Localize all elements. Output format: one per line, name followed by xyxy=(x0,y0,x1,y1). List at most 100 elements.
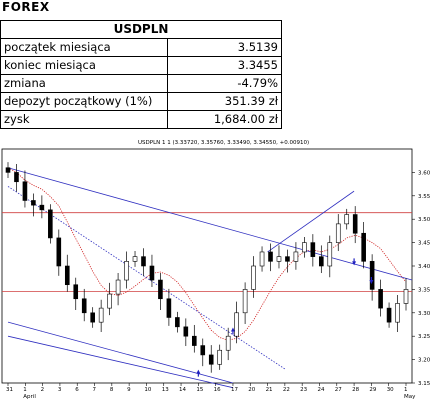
candle-body xyxy=(217,349,223,365)
candles xyxy=(5,162,409,373)
x-tick-label: 3 xyxy=(58,387,62,393)
candle-body xyxy=(90,312,95,323)
plot-frame xyxy=(1,148,413,384)
y-tick-label: 3.30 xyxy=(418,311,431,317)
summary-row: zmiana -4.79% xyxy=(0,74,282,93)
candle-body xyxy=(395,303,400,323)
x-tick-label: 23 xyxy=(300,387,307,393)
candle-body xyxy=(124,261,129,281)
candle-body xyxy=(302,242,307,253)
moving-average xyxy=(7,167,407,341)
candle-body xyxy=(158,279,163,300)
candle-body xyxy=(107,293,112,309)
x-tick-label: 15 xyxy=(196,387,203,393)
x-tick-label: 1 xyxy=(23,387,27,393)
summary-row: początek miesiąca 3.5139 xyxy=(0,38,282,57)
candle-body xyxy=(310,242,316,257)
level-lines xyxy=(2,212,412,292)
summary-value: 3.3455 xyxy=(167,56,282,75)
candle-body xyxy=(327,242,333,267)
trend-line xyxy=(7,167,413,281)
candle-body xyxy=(31,200,36,206)
signal-arrows xyxy=(196,258,374,377)
price-chart: USDPLN 1 1 (3.33720, 3.35760, 3.33490, 3… xyxy=(1,140,431,400)
y-tick-label: 3.60 xyxy=(418,170,431,176)
summary-row: koniec miesiąca 3.3455 xyxy=(0,56,282,75)
month-label: April xyxy=(23,394,36,400)
summary-value: 351.39 zł xyxy=(167,92,282,111)
x-tick-label: 1 xyxy=(404,387,408,393)
x-tick-label: 31 xyxy=(6,387,13,393)
y-tick-label: 3.45 xyxy=(418,241,431,247)
summary-header-row: USDPLN xyxy=(0,20,282,39)
x-tick-label: 22 xyxy=(283,387,290,393)
arrow-up-icon xyxy=(230,327,235,335)
candle-body xyxy=(208,354,214,365)
candle-body xyxy=(22,181,28,201)
x-tick-label: 10 xyxy=(144,387,151,393)
candle-body xyxy=(344,214,350,225)
candle-body xyxy=(141,256,146,267)
x-tick-label: 28 xyxy=(352,387,359,393)
x-tick-label: 24 xyxy=(317,387,324,393)
trend-line xyxy=(267,190,355,253)
x-tick-label: 27 xyxy=(335,387,342,393)
candle-body xyxy=(251,265,256,290)
candle-body xyxy=(200,345,206,356)
candle-body xyxy=(335,223,341,243)
candle-body xyxy=(319,256,324,267)
x-tick-label: 17 xyxy=(231,387,238,393)
moving-average-line xyxy=(7,167,407,341)
arrow-down-icon xyxy=(352,258,357,266)
candle-body xyxy=(56,237,62,267)
candle-body xyxy=(98,307,104,323)
candle-body xyxy=(183,326,189,337)
candle-body xyxy=(285,256,290,262)
y-tick-label: 3.55 xyxy=(418,194,431,200)
summary-value: -4.79% xyxy=(167,74,282,93)
candle-body xyxy=(386,307,392,323)
summary-header: USDPLN xyxy=(0,20,282,39)
x-tick-label: 14 xyxy=(179,387,186,393)
candle-body xyxy=(166,298,172,318)
candle-body xyxy=(225,335,231,351)
y-axis: 3.60 3.55 3.50 3.45 3.40 3.35 3.30 3.25 3.20 3.15 xyxy=(412,170,431,387)
section-title: FOREX xyxy=(2,0,50,14)
y-tick-label: 3.15 xyxy=(418,381,431,387)
candle-body xyxy=(115,279,121,295)
x-tick-label: 21 xyxy=(266,387,273,393)
x-tick-label: 6 xyxy=(75,387,79,393)
candle-body xyxy=(293,251,299,262)
y-tick-label: 3.20 xyxy=(418,358,431,364)
chart-title: USDPLN 1 1 (3.33720, 3.35760, 3.33490, 3… xyxy=(138,140,309,146)
y-tick-label: 3.40 xyxy=(418,264,431,270)
candle-body xyxy=(73,284,79,300)
candle-body xyxy=(369,261,375,290)
x-tick-label: 30 xyxy=(387,387,394,393)
candle-body xyxy=(234,312,239,337)
trend-lines xyxy=(7,167,413,389)
summary-table: USDPLN początek miesiąca 3.5139 koniec m… xyxy=(0,20,282,129)
summary-label: depozyt początkowy (1%) xyxy=(0,92,168,111)
y-tick-label: 3.50 xyxy=(418,217,431,223)
candle-body xyxy=(242,289,248,314)
summary-row: zysk 1,684.00 zł xyxy=(0,110,282,129)
candle-body xyxy=(191,335,197,346)
candle-body xyxy=(276,256,282,262)
trend-line xyxy=(7,335,234,389)
candle-body xyxy=(48,209,53,239)
x-axis: 31 1 2 3 6 7 8 9 10 13 14 15 16 17 20 21 22 23 24 27 28 29 30 1… xyxy=(6,383,416,400)
x-tick-label: 2 xyxy=(41,387,45,393)
candle-body xyxy=(361,232,366,262)
trend-line xyxy=(7,321,234,384)
candle-body xyxy=(39,204,45,211)
candle-body xyxy=(259,251,265,267)
summary-label: początek miesiąca xyxy=(0,38,168,57)
summary-label: koniec miesiąca xyxy=(0,56,168,75)
x-tick-label: 13 xyxy=(162,387,169,393)
summary-row: depozyt początkowy (1%) 351.39 zł xyxy=(0,92,282,111)
arrow-down-icon xyxy=(369,277,374,285)
candle-body xyxy=(149,265,155,281)
y-tick-label: 3.35 xyxy=(418,287,431,293)
candle-body xyxy=(14,172,19,183)
